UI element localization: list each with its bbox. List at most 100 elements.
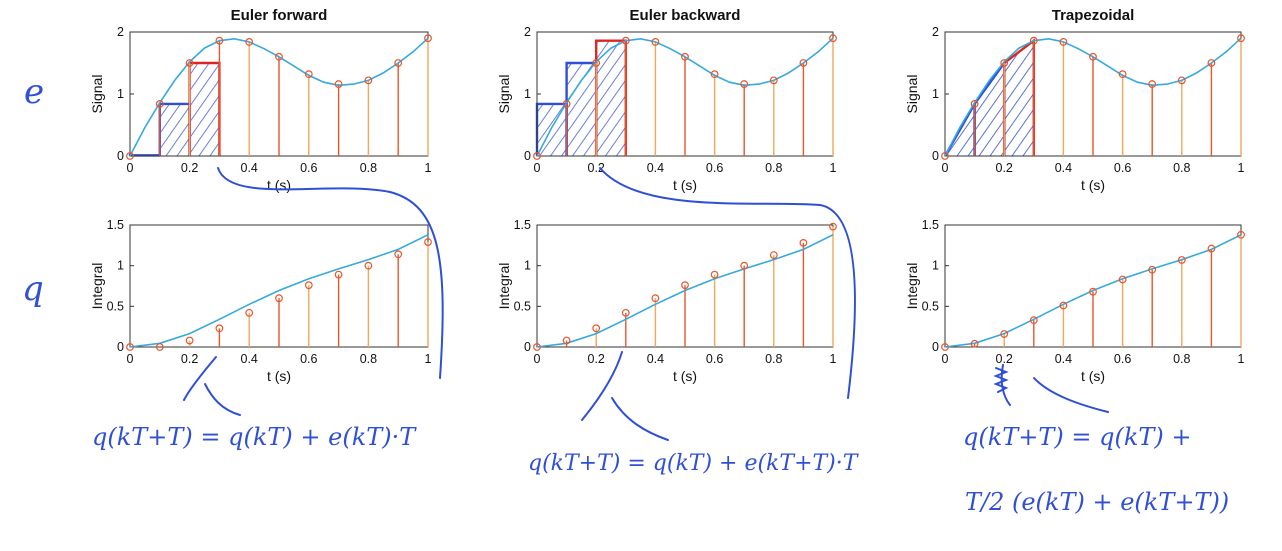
x-tick-label: 0.2 [181,161,198,175]
sample-marker [1237,230,1245,239]
sample-marker [651,38,660,46]
area-trapezoid-1 [973,59,1006,156]
sample-marker [562,336,571,345]
y-tick-label: 0 [932,149,939,163]
x-tick-label: 0.6 [706,161,723,175]
sample-marker [799,238,808,247]
x-tick-label: 0.2 [588,161,605,175]
x-axis-label: t (s) [267,368,291,384]
x-axis-label: t (s) [673,368,697,384]
y-tick-label: 0 [524,340,531,354]
sample-marker [1207,244,1216,253]
equation-euler-forward: q(kT+T) = q(kT) + e(kT)·T [92,423,417,451]
sample-marker [424,34,432,43]
sample-marker [215,324,224,333]
continuous-curve [129,37,429,157]
y-tick-label: 1 [932,87,939,101]
sample-marker [304,70,313,79]
area-forward-1 [158,102,191,156]
x-tick-label: 0.6 [1114,161,1131,175]
integral-panel-euler-backward: 0 0.2 0.4 0.6 0.8 1 0 0.5 1 1.5 t (s) Integral [496,218,837,384]
sample-marker [1237,34,1245,43]
sample-marker [710,270,719,279]
area-forward-2 [188,61,221,156]
x-tick-label: 1 [425,161,432,175]
y-tick-label: 0.5 [514,299,531,313]
sample-marker [941,152,949,160]
equation-trapezoidal-line1: q(kT+T) = q(kT) + [963,423,1192,451]
sample-marker [364,76,373,85]
pen-scribble-trap [993,367,1009,393]
y-tick-label: 2 [117,25,124,39]
sample-marker [970,100,979,108]
sample-marker [1118,70,1127,79]
pen-annotations [183,167,1109,441]
x-tick-label: 0.2 [181,352,198,366]
continuous-curve [944,37,1242,157]
y-tick-label: 0 [117,340,124,354]
pen-curve-trap-right [1033,377,1109,413]
sample-marker [769,76,778,85]
sample-marker [829,222,837,231]
sample-marker [304,281,313,290]
x-tick-label: 1 [425,352,432,366]
x-tick-label: 0.2 [996,352,1013,366]
sample-marker [1118,275,1127,284]
sample-marker [592,324,601,333]
pen-curve-forward-left [183,356,217,401]
y-tick-label: 1 [117,87,124,101]
equation-trapezoidal-line2: T/2 (e(kT) + e(kT+T)) [965,488,1229,516]
sample-marker [1059,38,1068,46]
chart-title: Euler backward [630,7,741,24]
sample-marker [769,251,778,259]
x-tick-label: 0.8 [765,352,782,366]
y-tick-label: 1.5 [922,218,939,232]
x-tick-label: 0.4 [241,161,258,175]
x-tick-label: 0.2 [588,352,605,366]
x-tick-label: 0 [127,352,134,366]
y-tick-label: 1 [524,259,531,273]
x-tick-label: 0 [534,352,541,366]
x-tick-label: 0.6 [300,352,317,366]
y-axis-label: Signal [496,75,512,114]
x-axis-label: t (s) [1081,177,1105,193]
chart-title: Trapezoidal [1052,7,1135,24]
x-tick-label: 0.2 [996,161,1013,175]
sample-marker [245,308,254,317]
x-tick-label: 0.8 [765,161,782,175]
x-tick-label: 1 [830,352,837,366]
y-tick-label: 1 [117,259,124,273]
sample-marker [1148,265,1157,274]
sample-marker [334,80,343,88]
y-tick-label: 1.5 [514,218,531,232]
sample-marker [1000,330,1009,338]
y-tick-label: 0.5 [922,299,939,313]
x-tick-label: 0.4 [647,161,664,175]
sample-marker [651,294,660,303]
y-tick-label: 0 [117,149,124,163]
sample-marker [126,343,134,351]
sample-marker [941,343,949,351]
x-tick-label: 1 [830,161,837,175]
sample-marker [334,270,343,279]
y-tick-label: 1 [932,259,939,273]
y-axis-label: Integral [904,263,920,310]
pen-curve-forward-right [204,383,241,416]
x-tick-label: 0.4 [241,352,258,366]
sample-marker [245,38,254,46]
signal-panel-euler-forward: 0 0.2 0.4 0.6 0.8 1 0 1 2 Euler forward t (s) Signa… [89,7,432,193]
row-label-q: q [22,269,44,309]
sample-marker [681,281,689,290]
integral-panel-euler-forward: 0 0.2 0.4 0.6 0.8 1 0 0.5 1 1.5 t (s) Integral [89,218,432,384]
x-tick-label: 0.4 [1055,161,1072,175]
sample-marker [155,343,164,351]
sample-marker [740,80,749,88]
x-tick-label: 1 [1238,161,1245,175]
sample-marker [275,294,283,303]
sample-marker [275,52,283,61]
sample-marker [364,261,373,270]
sample-marker [681,52,689,61]
y-tick-label: 2 [932,25,939,39]
sample-marker [1089,52,1097,61]
